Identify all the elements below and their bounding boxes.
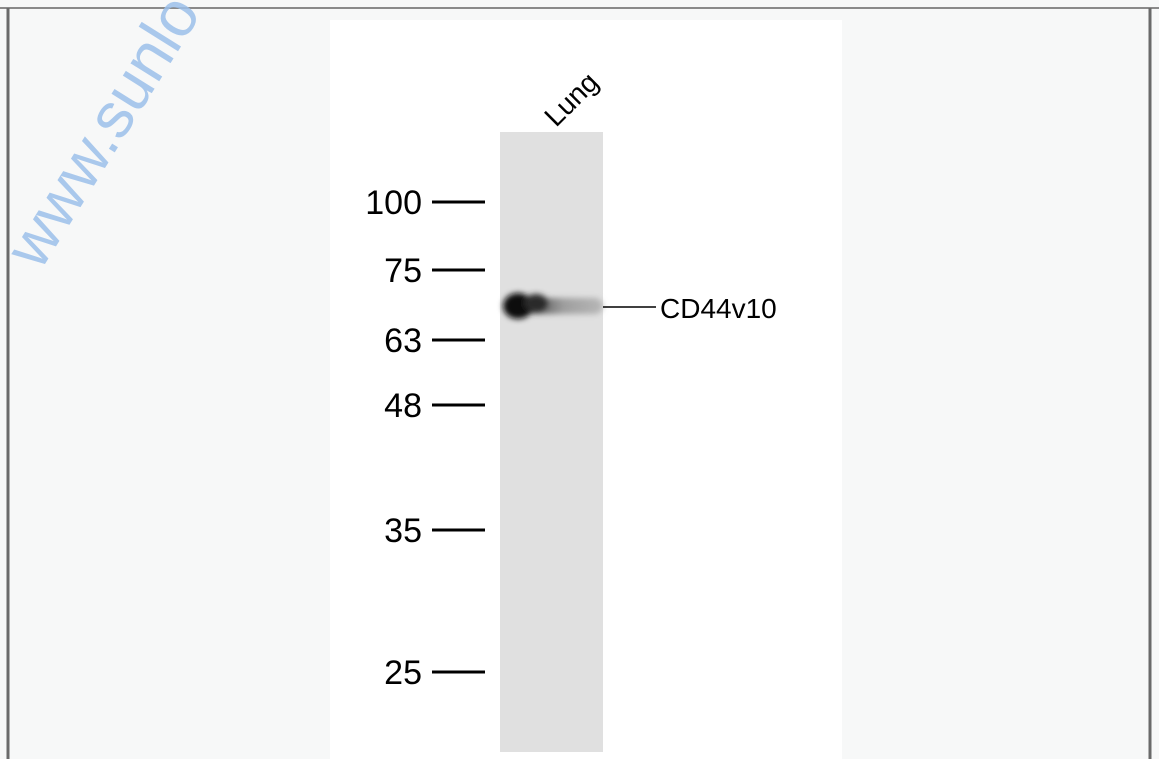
marker-label: 35 — [384, 512, 422, 550]
marker-label: 25 — [384, 654, 422, 692]
marker-label: 63 — [384, 322, 422, 360]
blot-figure: CD44v10 Lung 1007563483525 www.sunlo — [0, 0, 1159, 759]
gel-lane — [500, 132, 603, 752]
band-label: CD44v10 — [660, 293, 777, 324]
page: CD44v10 Lung 1007563483525 www.sunlo (()… — [0, 0, 1159, 759]
marker-label: 48 — [384, 387, 422, 425]
marker-label: 75 — [384, 252, 422, 290]
marker-label: 100 — [365, 184, 422, 222]
